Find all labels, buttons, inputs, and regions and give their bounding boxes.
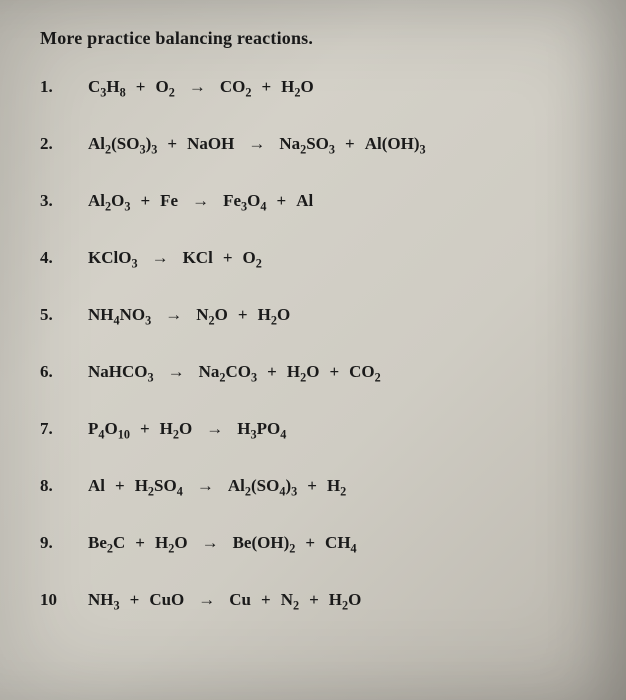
equation-row: 1.C3H8+O2→CO2+H2O: [40, 77, 604, 97]
equation-body: NH4NO3→N2O+H2O: [88, 305, 290, 325]
chem-term: KClO3: [88, 248, 138, 268]
equation-body: P4O10+H2O→H3PO4: [88, 419, 286, 439]
arrow-operator: →: [154, 362, 199, 382]
equation-row: 2.Al2(SO3)3+NaOH→Na2SO3+Al(OH)3: [40, 134, 604, 154]
arrow-operator: →: [192, 419, 237, 439]
equation-body: Al2(SO3)3+NaOH→Na2SO3+Al(OH)3: [88, 134, 426, 154]
equation-number: 4.: [40, 248, 88, 268]
equation-row: 9.Be2C+H2O→Be(OH)2+CH4: [40, 533, 604, 553]
equation-body: NH3+CuO→Cu+N2+H2O: [88, 590, 361, 610]
page-title: More practice balancing reactions.: [40, 28, 604, 49]
plus-operator: +: [295, 533, 325, 553]
equation-body: Al2O3+Fe→Fe3O4+Al: [88, 191, 313, 211]
arrow-operator: →: [234, 134, 279, 154]
plus-operator: +: [297, 476, 327, 496]
equation-row: 3.Al2O3+Fe→Fe3O4+Al: [40, 191, 604, 211]
chem-term: Cu: [229, 590, 251, 610]
chem-term: H2O: [160, 419, 193, 439]
plus-operator: +: [335, 134, 365, 154]
plus-operator: +: [251, 77, 281, 97]
chem-term: H2O: [329, 590, 362, 610]
chem-term: C3H8: [88, 77, 126, 97]
chem-term: Al(OH)3: [365, 134, 426, 154]
chem-term: Be2C: [88, 533, 125, 553]
equation-list: 1.C3H8+O2→CO2+H2O2.Al2(SO3)3+NaOH→Na2SO3…: [40, 77, 604, 610]
chem-term: NaOH: [187, 134, 234, 154]
equation-body: Be2C+H2O→Be(OH)2+CH4: [88, 533, 357, 553]
arrow-operator: →: [178, 191, 223, 211]
equation-number: 2.: [40, 134, 88, 154]
chem-term: Al2(SO4)3: [228, 476, 297, 496]
chem-term: Al: [296, 191, 313, 211]
equation-row: 4.KClO3→KCl+O2: [40, 248, 604, 268]
chem-term: H2O: [258, 305, 291, 325]
chem-term: O2: [243, 248, 262, 268]
chem-term: CH4: [325, 533, 357, 553]
chem-term: Na2CO3: [199, 362, 258, 382]
equation-body: Al+H2SO4→Al2(SO4)3+H2: [88, 476, 346, 496]
chem-term: O2: [155, 77, 174, 97]
plus-operator: +: [299, 590, 329, 610]
arrow-operator: →: [138, 248, 183, 268]
chem-term: Be(OH)2: [233, 533, 296, 553]
chem-term: H2O: [281, 77, 314, 97]
equation-number: 1.: [40, 77, 88, 97]
plus-operator: +: [213, 248, 243, 268]
equation-number: 10: [40, 590, 88, 610]
plus-operator: +: [130, 419, 160, 439]
chem-term: KCl: [183, 248, 213, 268]
chem-term: CuO: [149, 590, 184, 610]
chem-term: N2: [281, 590, 299, 610]
plus-operator: +: [157, 134, 187, 154]
plus-operator: +: [126, 77, 156, 97]
equation-body: NaHCO3→Na2CO3+H2O+CO2: [88, 362, 381, 382]
chem-term: Al2(SO3)3: [88, 134, 157, 154]
chem-term: H2O: [287, 362, 320, 382]
chem-term: CO2: [349, 362, 381, 382]
chem-term: N2O: [196, 305, 228, 325]
chem-term: H2SO4: [135, 476, 183, 496]
chem-term: H2O: [155, 533, 188, 553]
equation-number: 9.: [40, 533, 88, 553]
plus-operator: +: [125, 533, 155, 553]
chem-term: NH3: [88, 590, 120, 610]
plus-operator: +: [251, 590, 281, 610]
arrow-operator: →: [184, 590, 229, 610]
arrow-operator: →: [175, 77, 220, 97]
chem-term: NaHCO3: [88, 362, 154, 382]
equation-body: C3H8+O2→CO2+H2O: [88, 77, 314, 97]
equation-body: KClO3→KCl+O2: [88, 248, 262, 268]
arrow-operator: →: [151, 305, 196, 325]
plus-operator: +: [130, 191, 160, 211]
chem-term: NH4NO3: [88, 305, 151, 325]
chem-term: H2: [327, 476, 346, 496]
chem-term: Fe: [160, 191, 178, 211]
plus-operator: +: [319, 362, 349, 382]
equation-number: 3.: [40, 191, 88, 211]
chem-term: Fe3O4: [223, 191, 266, 211]
equation-number: 7.: [40, 419, 88, 439]
plus-operator: +: [257, 362, 287, 382]
plus-operator: +: [267, 191, 297, 211]
plus-operator: +: [120, 590, 150, 610]
equation-number: 5.: [40, 305, 88, 325]
arrow-operator: →: [188, 533, 233, 553]
equation-row: 10NH3+CuO→Cu+N2+H2O: [40, 590, 604, 610]
equation-number: 8.: [40, 476, 88, 496]
equation-row: 5.NH4NO3→N2O+H2O: [40, 305, 604, 325]
chem-term: Al: [88, 476, 105, 496]
chem-term: CO2: [220, 77, 252, 97]
equation-row: 6.NaHCO3→Na2CO3+H2O+CO2: [40, 362, 604, 382]
chem-term: Al2O3: [88, 191, 130, 211]
chem-term: H3PO4: [237, 419, 286, 439]
equation-row: 8.Al+H2SO4→Al2(SO4)3+H2: [40, 476, 604, 496]
equation-number: 6.: [40, 362, 88, 382]
arrow-operator: →: [183, 476, 228, 496]
chem-term: P4O10: [88, 419, 130, 439]
worksheet-page: More practice balancing reactions. 1.C3H…: [40, 28, 604, 672]
plus-operator: +: [228, 305, 258, 325]
equation-row: 7.P4O10+H2O→H3PO4: [40, 419, 604, 439]
chem-term: Na2SO3: [279, 134, 335, 154]
plus-operator: +: [105, 476, 135, 496]
